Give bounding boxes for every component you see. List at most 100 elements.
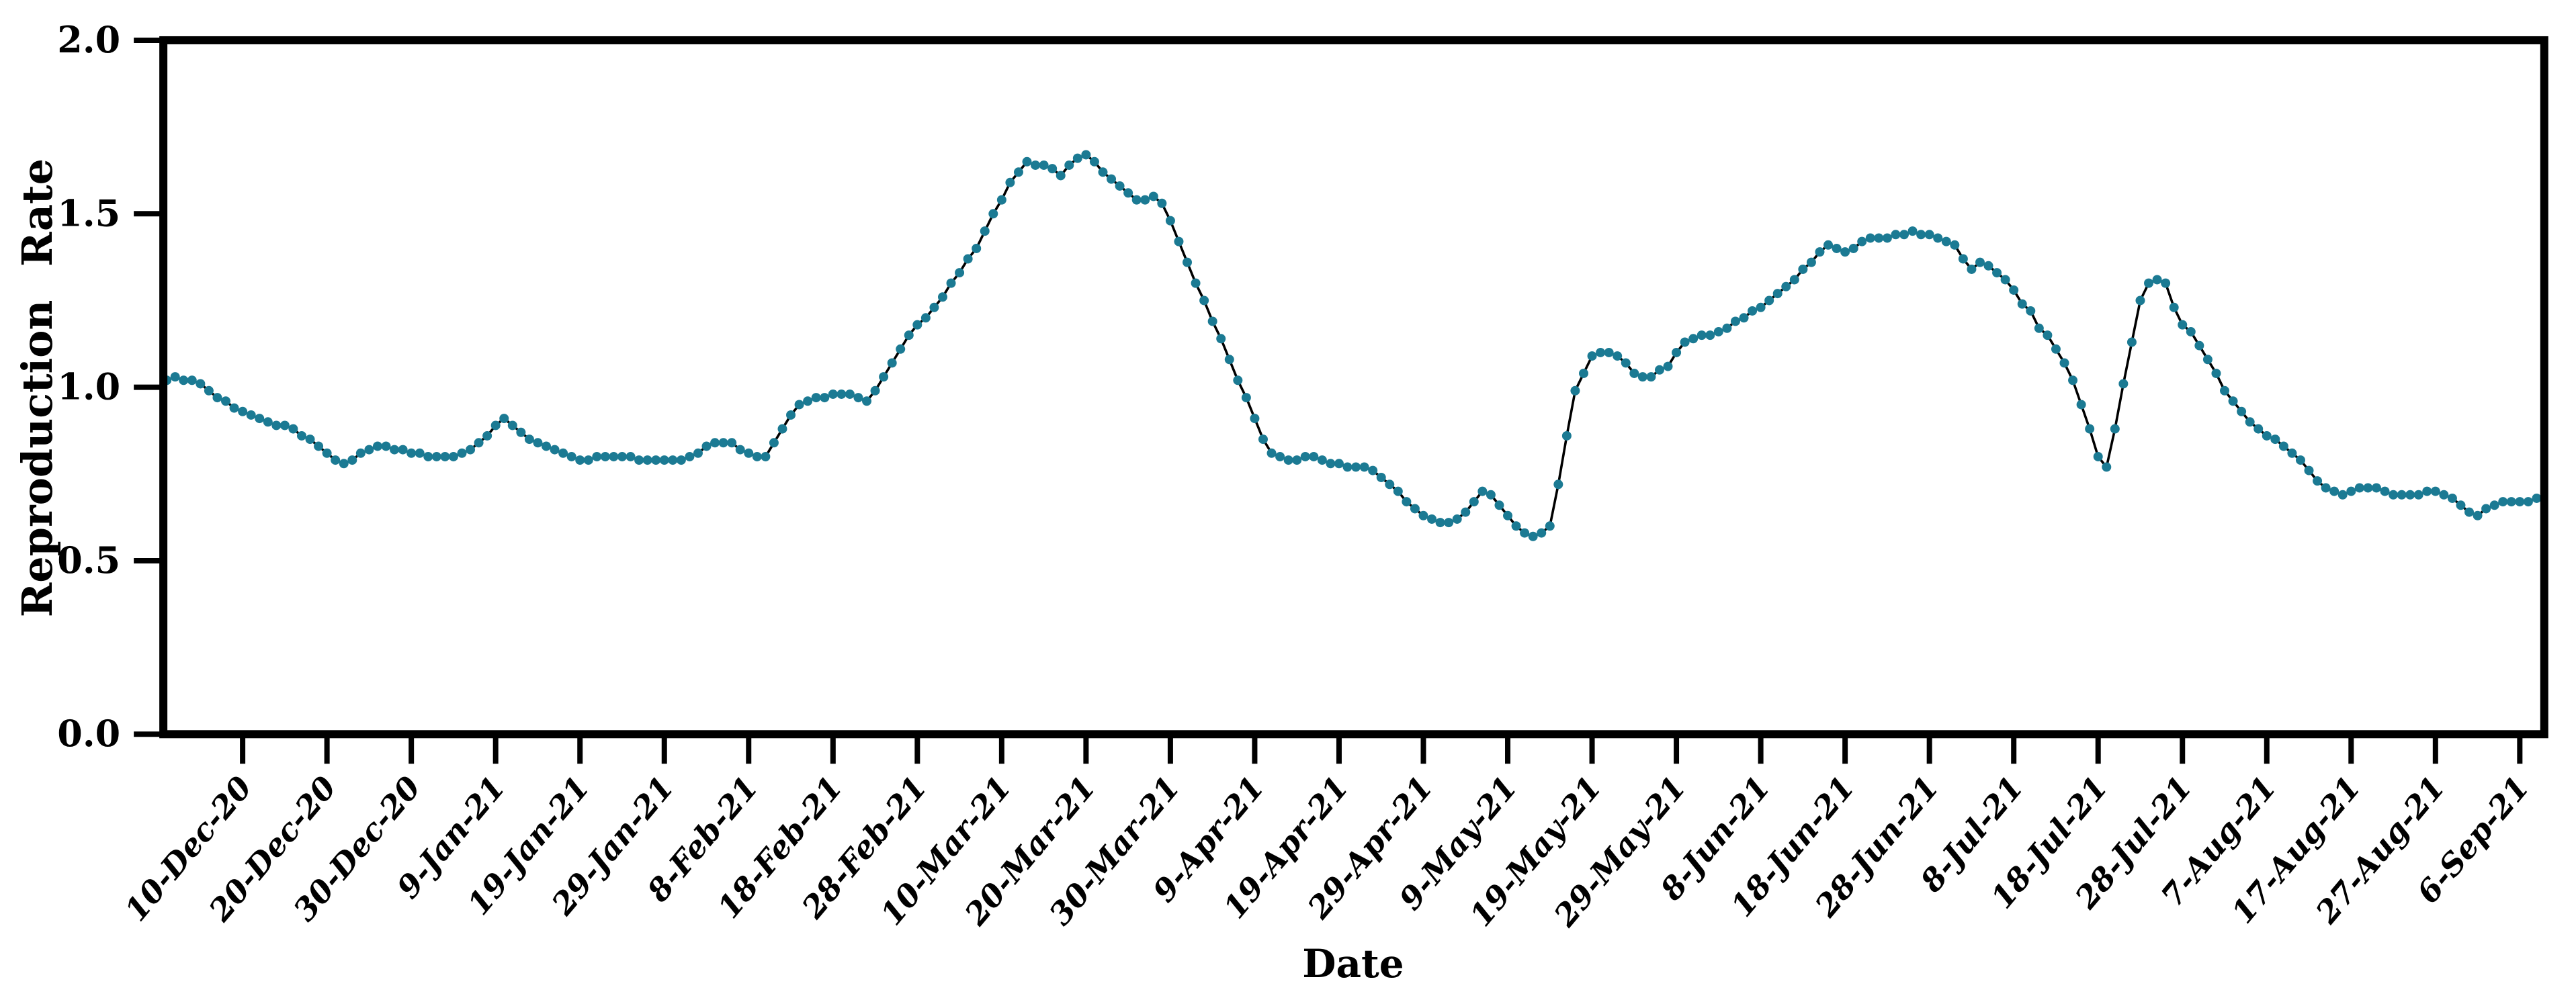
data-point <box>2473 510 2483 520</box>
data-point <box>2186 326 2196 336</box>
data-point <box>1663 361 1673 371</box>
data-point <box>2228 396 2238 406</box>
data-point <box>1309 451 1319 461</box>
data-point <box>1115 181 1125 191</box>
data-point <box>1148 191 1158 201</box>
data-point <box>364 445 374 455</box>
y-tick-label: 0.0 <box>57 712 120 755</box>
data-point <box>761 451 771 461</box>
data-point <box>1292 455 1302 465</box>
data-point <box>811 393 821 403</box>
data-point <box>314 441 324 451</box>
data-point <box>752 451 762 461</box>
data-point <box>1916 230 1926 240</box>
data-point <box>1165 216 1175 226</box>
data-point <box>896 344 906 354</box>
data-point <box>1022 156 1032 167</box>
data-point <box>1013 167 1023 177</box>
y-axis-title: Reproduction Rate <box>13 158 62 617</box>
data-point <box>1258 435 1268 445</box>
data-point <box>305 435 315 445</box>
data-point <box>1174 236 1184 246</box>
data-point <box>2270 435 2280 445</box>
data-point <box>1798 264 1808 274</box>
data-point <box>288 424 298 434</box>
data-point <box>474 438 484 448</box>
data-point <box>2220 385 2230 396</box>
data-point <box>2169 302 2179 312</box>
data-point <box>423 451 433 461</box>
data-point <box>2135 295 2145 306</box>
data-point <box>2489 500 2499 510</box>
data-point <box>2202 355 2213 365</box>
data-point <box>196 379 206 389</box>
data-point <box>2295 455 2305 465</box>
data-point <box>1537 528 1547 538</box>
data-point <box>372 441 382 451</box>
data-point <box>701 441 712 451</box>
data-point <box>355 448 366 458</box>
data-point <box>626 451 636 461</box>
data-point <box>575 455 585 465</box>
data-point <box>296 430 306 441</box>
data-point <box>1561 430 1572 441</box>
data-point <box>1250 414 1260 424</box>
data-point <box>2397 490 2407 500</box>
data-point <box>1461 507 1471 517</box>
data-point <box>1039 160 1049 170</box>
data-point <box>1342 462 1353 472</box>
data-point <box>187 375 197 385</box>
data-point <box>1629 368 1639 378</box>
data-point <box>1545 521 1555 531</box>
data-point <box>853 393 863 403</box>
data-point <box>2456 500 2466 510</box>
data-point <box>2026 306 2036 316</box>
data-point <box>221 396 231 406</box>
data-point <box>1089 156 1099 167</box>
y-tick-label: 1.5 <box>57 191 120 234</box>
data-point <box>1654 365 1664 375</box>
data-point <box>1183 257 1193 267</box>
data-point <box>1958 254 1968 264</box>
data-point <box>2405 490 2415 500</box>
data-point <box>1823 240 1834 250</box>
data-point <box>617 451 627 461</box>
data-point <box>212 393 222 403</box>
data-point <box>499 414 509 424</box>
data-point <box>1950 240 1960 250</box>
data-point <box>2447 493 2457 503</box>
data-point <box>769 438 779 448</box>
data-point <box>2337 490 2348 500</box>
data-point <box>516 427 526 437</box>
data-point <box>542 441 552 451</box>
data-point <box>2194 340 2204 351</box>
data-point <box>1072 153 1082 163</box>
data-point <box>390 445 400 455</box>
data-point <box>1107 174 1117 184</box>
data-point <box>2380 486 2390 496</box>
data-point <box>1241 393 1251 403</box>
data-point <box>415 448 425 458</box>
data-point <box>1781 281 1791 291</box>
axis-tick-layer <box>134 37 2523 764</box>
data-point <box>1637 372 1647 382</box>
data-point <box>1031 160 1041 170</box>
data-point <box>1005 177 1015 187</box>
data-point <box>920 313 931 323</box>
data-point <box>1300 451 1310 461</box>
data-point <box>2059 358 2069 368</box>
data-point <box>1081 150 1091 160</box>
data-point <box>1477 486 1488 496</box>
data-point <box>1511 521 1521 531</box>
data-point <box>1157 198 1167 208</box>
data-point <box>2321 483 2331 493</box>
data-point <box>1789 275 1799 285</box>
data-point <box>583 455 593 465</box>
data-point <box>1418 510 1428 520</box>
data-point <box>457 448 467 458</box>
data-series-layer <box>162 150 2542 541</box>
data-point <box>879 372 889 382</box>
data-point <box>1376 472 1386 482</box>
data-point <box>1494 500 1504 510</box>
data-point <box>1140 195 1150 205</box>
